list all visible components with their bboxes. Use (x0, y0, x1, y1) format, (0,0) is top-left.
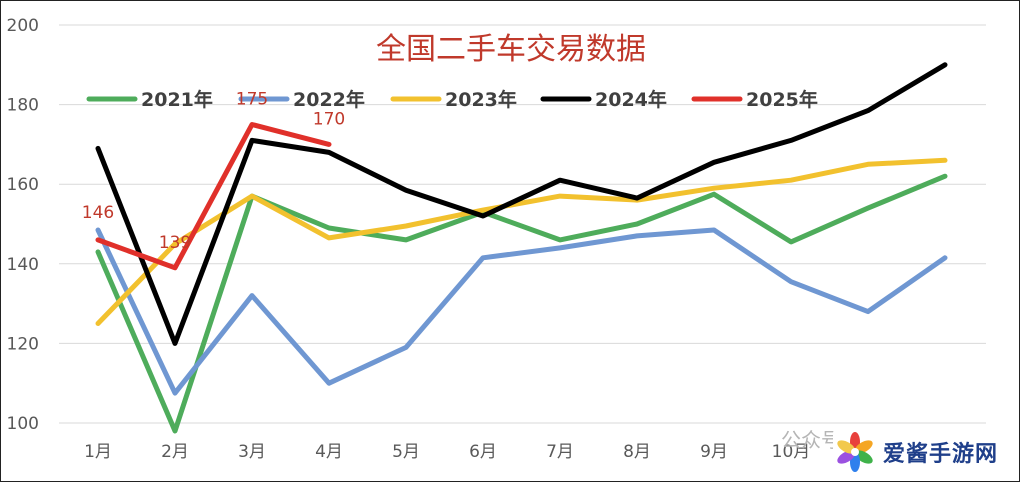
y-tick-label: 200 (7, 16, 39, 36)
x-tick-label: 9月 (700, 442, 728, 462)
legend-label: 2023年 (445, 88, 517, 111)
data-label: 175 (236, 90, 268, 110)
legend-label: 2021年 (141, 88, 213, 111)
x-tick-label: 4月 (315, 442, 343, 462)
legend-label: 2024年 (595, 88, 667, 111)
legend-label: 2025年 (746, 88, 818, 111)
site-logo: 爱酱手游网 (833, 429, 1011, 475)
y-tick-label: 180 (7, 96, 39, 116)
series-lines (95, 62, 948, 434)
y-axis-ticks: 100 120 140 160 180 200 (7, 16, 39, 434)
series-line (95, 157, 948, 326)
x-tick-label: 8月 (623, 442, 651, 462)
series-line (95, 173, 948, 434)
y-tick-label: 100 (7, 414, 39, 434)
legend-label: 2022年 (293, 88, 365, 111)
data-label: 146 (82, 203, 114, 223)
data-label: 139 (159, 233, 191, 253)
series-line (95, 122, 332, 271)
logo-text: 爱酱手游网 (883, 442, 999, 467)
series-line (95, 62, 948, 346)
y-tick-label: 120 (7, 334, 39, 354)
legend: 2021年 2022年 2023年 2024年 2025年 (86, 88, 818, 111)
x-tick-label: 3月 (238, 442, 266, 462)
x-tick-label: 7月 (546, 442, 574, 462)
logo-petal (837, 440, 856, 454)
chart-title: 全国二手车交易数据 (376, 32, 646, 67)
x-tick-label: 6月 (469, 442, 497, 462)
x-tick-label: 5月 (392, 442, 420, 462)
logo-center (851, 448, 859, 456)
data-labels: 146 139 175 170 (82, 90, 345, 253)
logo-petal (854, 450, 873, 464)
flower-logo-icon (837, 432, 873, 472)
y-tick-label: 160 (7, 175, 39, 195)
series-line (95, 227, 948, 396)
x-tick-label: 1月 (84, 442, 112, 462)
x-tick-label: 2月 (161, 442, 189, 462)
logo-petal (837, 450, 856, 464)
y-tick-label: 140 (7, 255, 39, 275)
x-tick-label: 10月 (772, 442, 811, 462)
data-label: 170 (313, 109, 345, 129)
logo-petal (854, 440, 873, 454)
